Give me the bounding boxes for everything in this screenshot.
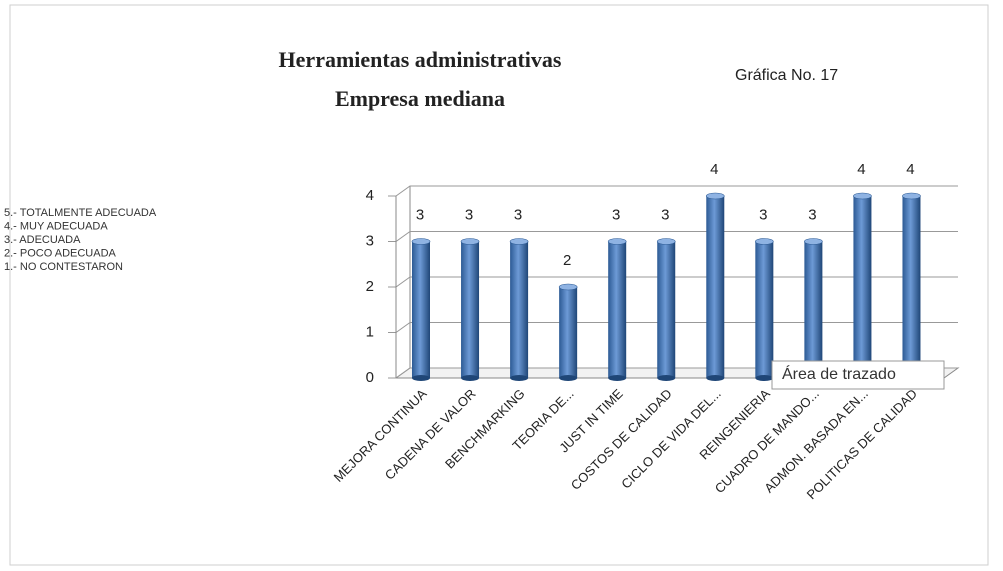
bar-top [607,238,627,245]
bar-top [460,238,480,245]
data-label: 4 [857,161,865,178]
bar-body [608,241,627,378]
bar-top [509,238,529,245]
bar [411,238,431,381]
bar-base [559,375,578,381]
legend-note: 2.- POCO ADECUADA [4,247,117,259]
bar-top [853,192,872,200]
bar-base [412,375,430,381]
bar [558,283,578,381]
annotation: Gráfica No. 17 [735,67,838,84]
bar-top [656,238,676,245]
chart-title: Herramientas administrativas [279,47,562,72]
bar-body [657,241,676,378]
bar-body [755,241,774,378]
y-tick-label: 3 [366,232,374,249]
bar [902,192,921,381]
data-label: 3 [661,206,669,223]
legend-note: 3.- ADECUADA [4,234,81,246]
frame [9,4,989,566]
bar-top [902,192,921,200]
grid-line [388,185,958,197]
bar [509,238,529,381]
data-label: 3 [465,206,473,223]
bar-top [804,238,823,245]
data-label: 3 [514,206,522,223]
bar-base [461,375,480,381]
bar [853,192,872,381]
bar-top [411,238,431,245]
grid-line [388,231,958,242]
data-label: 3 [416,206,424,223]
bar-base [706,375,725,381]
bar [804,238,823,381]
bar-body [706,196,725,378]
y-tick-label: 4 [366,187,374,204]
bar [656,238,676,381]
bar-base [657,375,676,381]
bar-body [412,241,430,378]
y-tick-label: 1 [366,323,374,340]
bar-body [804,241,823,378]
grid-line [388,322,958,333]
bar-top [558,283,578,291]
bar-body [510,241,529,378]
bar [705,192,725,381]
grid-line [388,367,958,379]
legend-note: 1.- NO CONTESTARON [4,261,123,273]
bar-body [461,241,480,378]
data-label: 3 [612,206,620,223]
bar-top [705,192,725,200]
y-tick-label: 0 [366,369,374,386]
data-label: 2 [563,252,571,269]
data-label: 4 [710,161,718,178]
data-label: 4 [906,161,914,178]
tooltip-box [771,360,945,390]
legend-note: 4.- MUY ADECUADA [4,220,108,232]
chart-subtitle: Empresa mediana [335,86,505,111]
tooltip: Área de trazado [782,364,896,383]
bar-base [608,375,627,381]
bar-body [902,196,921,378]
bar-body [559,287,578,378]
bar [755,238,774,381]
data-label: 3 [808,206,816,223]
bar-body [853,196,872,378]
bar [460,238,480,381]
grid-line [388,276,958,288]
legend-note: 5.- TOTALMENTE ADECUADA [4,207,157,219]
bar-top [755,238,774,245]
bar-base [510,375,529,381]
data-label: 3 [759,206,767,223]
y-tick-label: 2 [366,278,374,295]
bar [607,238,627,381]
bar-base [755,375,774,381]
